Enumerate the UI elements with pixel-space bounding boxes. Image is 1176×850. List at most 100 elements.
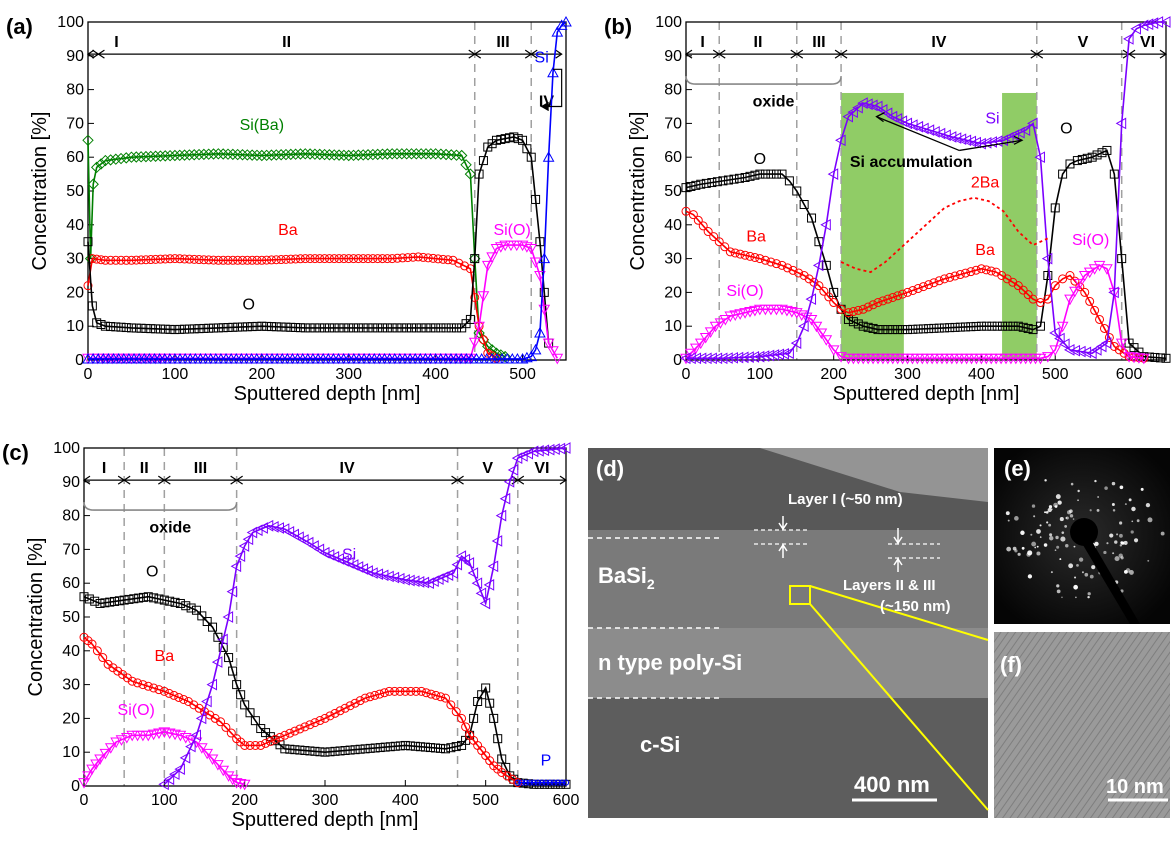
data-point bbox=[1101, 264, 1113, 275]
data-point bbox=[271, 255, 281, 265]
data-point bbox=[750, 170, 760, 180]
annotation-layers-ii-iii-thickness: (~150 nm) bbox=[880, 598, 950, 615]
data-point bbox=[355, 696, 365, 706]
data-point bbox=[126, 323, 136, 333]
data-point bbox=[470, 254, 480, 264]
data-point bbox=[120, 733, 133, 744]
scale-bar-label: 10 nm bbox=[1106, 776, 1164, 798]
data-point bbox=[199, 255, 209, 265]
data-point bbox=[1041, 252, 1053, 265]
data-point bbox=[436, 323, 446, 333]
data-point bbox=[1003, 131, 1014, 144]
diffraction-spot bbox=[1036, 545, 1039, 548]
data-point bbox=[291, 254, 301, 264]
data-point bbox=[257, 321, 267, 331]
data-point bbox=[202, 148, 215, 160]
data-point bbox=[465, 314, 475, 324]
x-tick-label: 200 bbox=[820, 366, 847, 383]
data-point bbox=[383, 570, 394, 583]
data-point bbox=[1123, 33, 1134, 45]
data-point bbox=[388, 571, 400, 584]
data-point bbox=[939, 274, 949, 284]
region-arrowhead bbox=[1035, 49, 1044, 59]
data-point bbox=[753, 350, 765, 363]
data-point bbox=[543, 443, 555, 456]
data-point bbox=[481, 683, 491, 693]
data-point bbox=[360, 693, 370, 703]
data-point bbox=[334, 254, 344, 264]
diffraction-spot bbox=[1124, 503, 1127, 506]
layer-label-poly-si: n type poly-Si bbox=[598, 650, 742, 675]
data-point bbox=[542, 151, 555, 162]
chart-panel-c: 0 100 200 300 400 500 600 0 10 20 30 40 50 60 70 80 90 10… bbox=[2, 440, 579, 831]
arrow-icon bbox=[778, 516, 788, 558]
data-point bbox=[1034, 353, 1047, 365]
data-point bbox=[903, 325, 913, 335]
diffraction-spot bbox=[1055, 535, 1059, 540]
data-point bbox=[410, 741, 420, 751]
data-point bbox=[443, 255, 453, 265]
data-point bbox=[1013, 321, 1023, 331]
diffraction-spot bbox=[1064, 525, 1068, 528]
data-point bbox=[707, 178, 717, 188]
data-point bbox=[155, 254, 165, 264]
data-point bbox=[703, 227, 713, 237]
panel-label: (a) bbox=[6, 14, 33, 39]
data-point bbox=[395, 686, 405, 696]
data-point bbox=[365, 692, 375, 702]
data-point bbox=[873, 298, 883, 308]
data-point bbox=[467, 567, 479, 579]
series-label: O bbox=[1060, 121, 1072, 138]
data-point bbox=[100, 321, 110, 331]
data-point bbox=[1104, 332, 1114, 342]
series-o bbox=[83, 132, 554, 348]
annotation-layers-ii-iii: Layers II & III bbox=[843, 577, 936, 594]
region-label: III bbox=[194, 460, 207, 477]
data-point bbox=[300, 746, 310, 756]
data-point bbox=[373, 254, 383, 264]
data-point bbox=[435, 743, 445, 753]
data-point bbox=[939, 323, 949, 333]
data-point bbox=[134, 593, 144, 603]
data-point bbox=[745, 171, 755, 181]
data-point bbox=[290, 726, 300, 736]
data-point bbox=[121, 323, 131, 333]
data-point bbox=[712, 177, 722, 187]
diffraction-spot bbox=[1119, 533, 1123, 538]
data-point bbox=[174, 763, 185, 775]
data-point bbox=[760, 169, 770, 179]
data-point bbox=[1087, 152, 1097, 162]
data-point bbox=[393, 572, 405, 585]
data-point bbox=[175, 598, 185, 608]
data-point bbox=[1152, 16, 1164, 28]
diffraction-spot bbox=[1116, 533, 1119, 536]
diffraction-spot bbox=[1075, 596, 1077, 599]
data-point bbox=[218, 642, 228, 652]
data-point bbox=[193, 148, 205, 161]
data-point bbox=[888, 325, 898, 335]
hrtem-image bbox=[994, 632, 1170, 818]
series-ba bbox=[79, 632, 523, 788]
data-point bbox=[827, 345, 840, 356]
data-point bbox=[397, 323, 407, 333]
data-point bbox=[821, 260, 831, 270]
data-point bbox=[433, 254, 443, 264]
data-point bbox=[924, 280, 934, 290]
data-point bbox=[120, 152, 132, 164]
data-point bbox=[370, 690, 380, 700]
data-point bbox=[147, 729, 160, 741]
data-point bbox=[204, 255, 214, 265]
micrograph-d-poly-layer bbox=[588, 628, 988, 698]
data-point bbox=[246, 149, 258, 161]
data-point bbox=[418, 252, 428, 262]
data-point bbox=[829, 287, 839, 297]
diffraction-spot bbox=[1047, 507, 1052, 513]
data-point bbox=[338, 149, 350, 162]
diffraction-spot bbox=[1073, 584, 1078, 590]
diffraction-spot bbox=[1112, 509, 1116, 512]
data-point bbox=[276, 322, 286, 332]
data-point bbox=[399, 573, 410, 586]
series-line bbox=[163, 447, 567, 785]
data-point bbox=[285, 744, 295, 754]
data-point bbox=[446, 700, 456, 710]
